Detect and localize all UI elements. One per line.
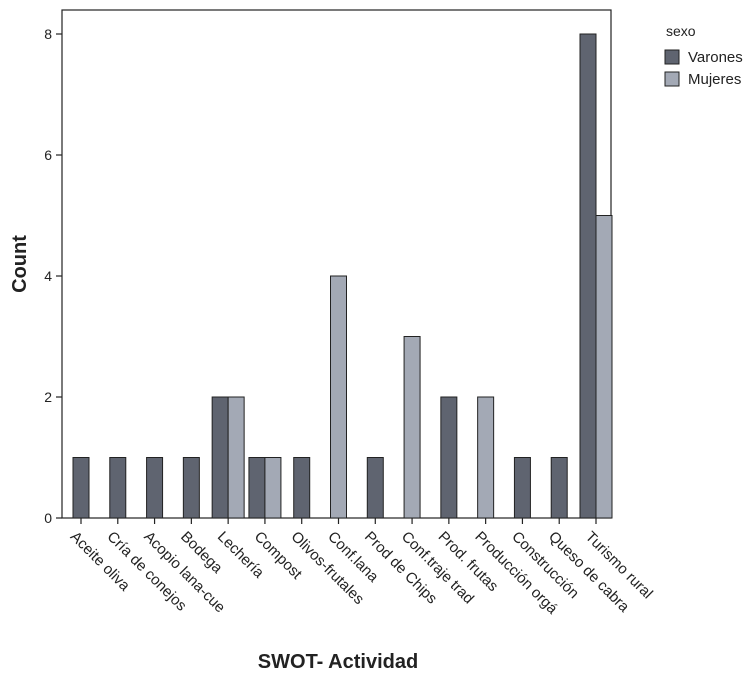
bar-mujeres xyxy=(227,396,245,519)
legend-swatch xyxy=(664,49,680,65)
bar-varones xyxy=(440,396,458,519)
legend: sexo Varones Mujeres xyxy=(664,23,743,88)
legend-swatch xyxy=(664,71,680,87)
bar-mujeres xyxy=(264,457,282,519)
y-tick-label: 2 xyxy=(44,389,52,405)
y-tick-label: 0 xyxy=(44,510,52,526)
bar-mujeres xyxy=(477,396,495,519)
bar-varones xyxy=(550,457,568,519)
legend-title: sexo xyxy=(666,23,696,39)
x-axis-title: SWOT- Actividad xyxy=(258,651,418,673)
legend-label: Mujeres xyxy=(688,71,741,88)
bar-varones xyxy=(146,457,164,519)
bar-varones xyxy=(513,457,531,519)
bar-mujeres xyxy=(330,275,347,519)
legend-label: Varones xyxy=(688,49,743,66)
bar-varones xyxy=(248,457,266,519)
y-tick-label: 4 xyxy=(44,268,52,284)
bar-varones xyxy=(579,33,597,519)
y-axis: 0 2 4 6 8 xyxy=(44,26,62,526)
bar-varones xyxy=(293,457,311,519)
bar-mujeres xyxy=(403,336,421,519)
bars-group xyxy=(72,33,613,519)
y-tick-label: 8 xyxy=(44,26,52,42)
bar-varones xyxy=(211,396,229,519)
bar-varones xyxy=(72,457,90,519)
bar-varones xyxy=(182,457,200,519)
bar-mujeres xyxy=(595,215,613,519)
y-tick-label: 6 xyxy=(44,147,52,163)
y-axis-title: Count xyxy=(9,235,31,293)
bar-varones xyxy=(109,457,127,519)
bar-varones xyxy=(366,457,384,519)
